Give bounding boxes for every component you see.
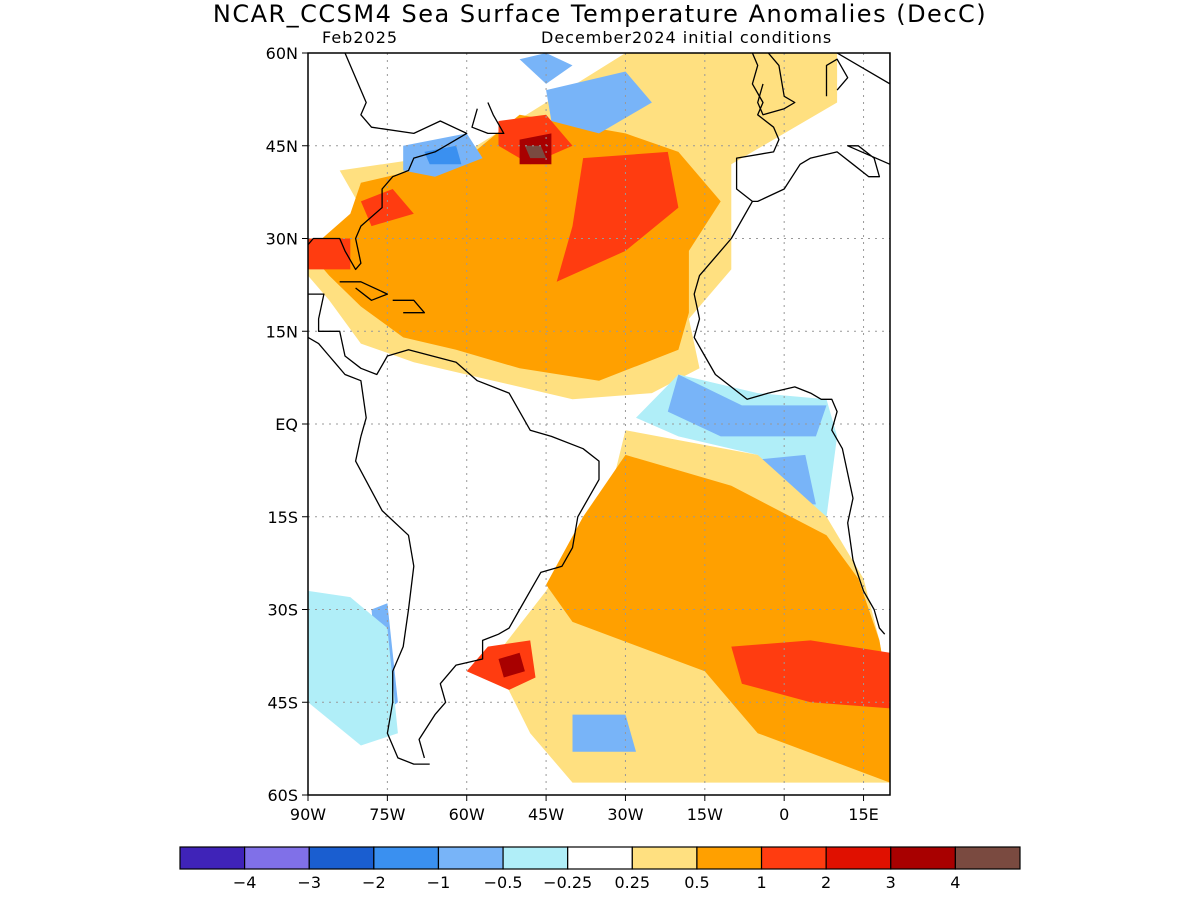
lon-tick-label: 75W (369, 805, 405, 824)
colorbar-swatch-3 (373, 846, 440, 870)
lon-tick-label: 30W (607, 805, 643, 824)
lat-tick-label: 15N (266, 322, 298, 341)
colorbar-label: −3 (297, 873, 321, 892)
anomaly-region-19 (498, 652, 525, 678)
colorbar-swatch-2 (308, 846, 375, 870)
anomaly-region-16 (546, 454, 890, 783)
coastline (825, 58, 849, 97)
colorbar-swatch-11 (890, 846, 956, 870)
colorbar: −4 −3 −2 −1 −0.5 −0.25 0.25 0.5 1 2 3 4 (179, 846, 1021, 892)
colorbar-label: 2 (821, 873, 831, 892)
colorbar-label: −1 (427, 873, 451, 892)
colorbar-swatch-0 (179, 846, 246, 870)
colorbar-swatch-1 (244, 846, 310, 870)
coastline (392, 299, 426, 314)
lon-tick-label: 90W (290, 805, 326, 824)
map-gridlines (308, 53, 890, 795)
anomaly-region-7 (524, 145, 547, 159)
coastline (308, 293, 600, 759)
coastline (735, 53, 890, 203)
lat-tick-label: 45S (267, 693, 298, 712)
coastline (308, 53, 468, 271)
colorbar-swatch-10 (825, 846, 892, 870)
colorbar-label: −0.5 (484, 873, 523, 892)
lat-tick-label: 45N (266, 137, 298, 156)
coastline (836, 53, 890, 85)
anomaly-region-9 (424, 145, 462, 165)
colorbar-label: 1 (756, 873, 766, 892)
lon-tick-label: 15W (687, 805, 723, 824)
lon-tick-label: 15E (848, 805, 878, 824)
lon-tick-label: 60W (449, 805, 485, 824)
colorbar-label: −0.25 (543, 873, 592, 892)
coastline (693, 201, 886, 635)
lat-tick-label: 15S (267, 508, 298, 527)
anomaly-shading (308, 53, 890, 783)
coastline (757, 53, 796, 116)
lat-tick-label: 60S (267, 786, 298, 805)
colorbar-swatch-4 (437, 846, 504, 870)
forecast-month-label: Feb2025 (322, 28, 399, 47)
coastline (339, 281, 389, 301)
anomaly-region-21 (572, 714, 636, 752)
lon-tick-label: 0 (779, 805, 789, 824)
coastline (354, 436, 430, 765)
colorbar-swatch-12 (954, 846, 1021, 870)
colorbar-label: −2 (362, 873, 386, 892)
anomaly-region-17 (731, 640, 890, 709)
colorbar-label: 0.5 (684, 873, 709, 892)
map-title: NCAR_CCSM4 Sea Surface Temperature Anoma… (212, 0, 988, 28)
lat-tick-label: 30S (267, 601, 298, 620)
colorbar-label: 4 (950, 873, 960, 892)
coastline (471, 102, 505, 135)
anomaly-region-4 (308, 238, 351, 270)
colorbar-swatch-8 (696, 846, 763, 870)
colorbar-label: −4 (233, 873, 257, 892)
colorbar-swatch-7 (631, 846, 698, 870)
lat-tick-label: 30N (266, 230, 298, 249)
anomaly-region-2 (556, 151, 679, 282)
lat-tick-label: 60N (266, 44, 298, 63)
coastlines (308, 53, 890, 765)
colorbar-swatch-6 (567, 846, 633, 870)
lon-tick-label: 45W (528, 805, 564, 824)
anomaly-region-22 (308, 590, 398, 746)
lat-tick-label: EQ (275, 415, 298, 434)
colorbar-label: 0.25 (614, 873, 650, 892)
coastline (308, 336, 367, 437)
initial-conditions-label: December2024 initial conditions (541, 28, 833, 47)
colorbar-swatch-9 (760, 846, 827, 870)
anomaly-region-13 (667, 374, 827, 437)
colorbar-swatch-5 (502, 846, 569, 870)
colorbar-label: 3 (886, 873, 896, 892)
